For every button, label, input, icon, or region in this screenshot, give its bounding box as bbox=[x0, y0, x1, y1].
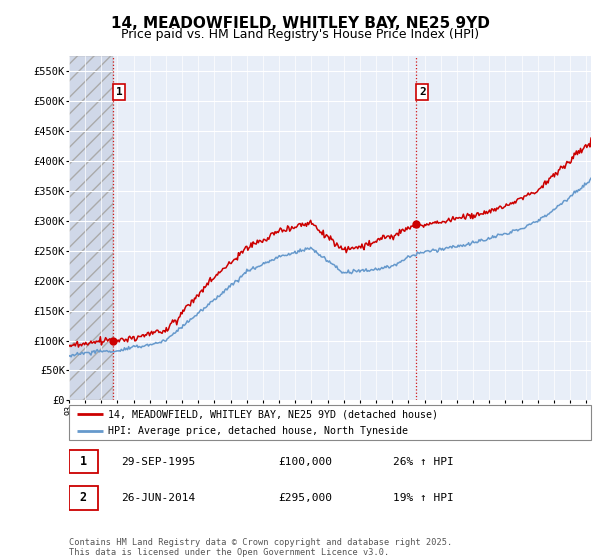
FancyBboxPatch shape bbox=[69, 486, 98, 510]
Text: 14, MEADOWFIELD, WHITLEY BAY, NE25 9YD (detached house): 14, MEADOWFIELD, WHITLEY BAY, NE25 9YD (… bbox=[108, 409, 438, 419]
Text: 1: 1 bbox=[80, 455, 87, 468]
Text: 14, MEADOWFIELD, WHITLEY BAY, NE25 9YD: 14, MEADOWFIELD, WHITLEY BAY, NE25 9YD bbox=[110, 16, 490, 31]
Text: 19% ↑ HPI: 19% ↑ HPI bbox=[392, 493, 454, 503]
Text: 2: 2 bbox=[80, 491, 87, 505]
Bar bbox=[69, 56, 113, 400]
Text: £100,000: £100,000 bbox=[278, 456, 332, 466]
FancyBboxPatch shape bbox=[69, 405, 591, 440]
Text: £295,000: £295,000 bbox=[278, 493, 332, 503]
Text: 1: 1 bbox=[116, 87, 122, 97]
Text: 2: 2 bbox=[419, 87, 425, 97]
Text: HPI: Average price, detached house, North Tyneside: HPI: Average price, detached house, Nort… bbox=[108, 426, 408, 436]
Text: Contains HM Land Registry data © Crown copyright and database right 2025.
This d: Contains HM Land Registry data © Crown c… bbox=[69, 538, 452, 557]
Text: Price paid vs. HM Land Registry's House Price Index (HPI): Price paid vs. HM Land Registry's House … bbox=[121, 28, 479, 41]
Text: 29-SEP-1995: 29-SEP-1995 bbox=[121, 456, 196, 466]
Text: 26% ↑ HPI: 26% ↑ HPI bbox=[392, 456, 454, 466]
Text: 26-JUN-2014: 26-JUN-2014 bbox=[121, 493, 196, 503]
FancyBboxPatch shape bbox=[69, 450, 98, 473]
